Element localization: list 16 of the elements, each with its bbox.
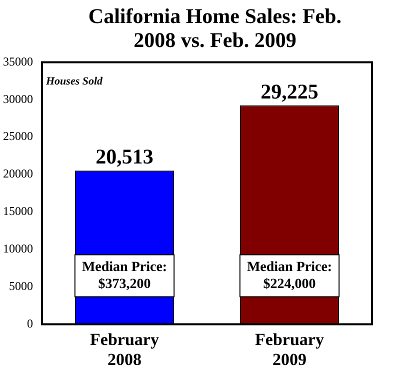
y-tick-label: 0 xyxy=(27,316,33,330)
y-tick-label: 15000 xyxy=(3,204,33,218)
y-axis-title: Houses Sold xyxy=(45,76,104,88)
chart-title: California Home Sales: Feb. 2008 vs. Feb. 2009 xyxy=(87,4,343,52)
annotation: Median Price: $224,000 xyxy=(246,260,332,292)
y-tick-label: 30000 xyxy=(3,92,33,106)
y-tick-label: 20000 xyxy=(3,166,33,181)
x-tick-label: February 2009 xyxy=(255,330,324,370)
data-label: 29,225 xyxy=(260,79,318,104)
y-tick-label: 35000 xyxy=(3,54,33,68)
x-tick-label: February 2008 xyxy=(90,330,160,370)
y-tick-label: 25000 xyxy=(3,129,33,144)
annotation: Median Price: $373,200 xyxy=(82,260,168,292)
data-label: 20,513 xyxy=(96,144,154,169)
y-tick-label: 5000 xyxy=(9,278,33,293)
y-tick-label: 10000 xyxy=(3,242,33,256)
